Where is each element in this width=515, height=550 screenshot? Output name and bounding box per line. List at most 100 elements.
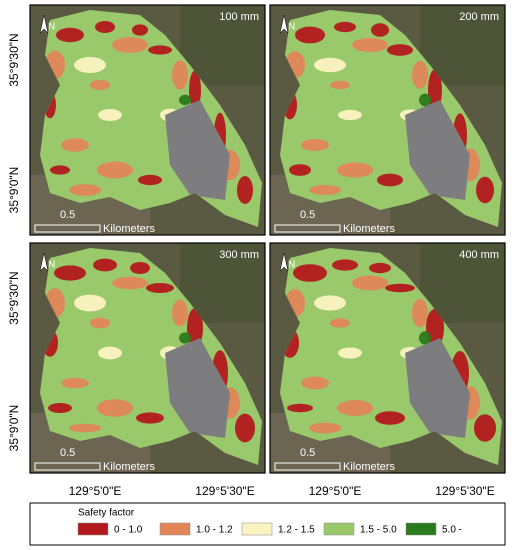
urban-area: [405, 100, 470, 200]
scenario-label: 400 mm: [459, 249, 499, 261]
hazard-patch: [50, 165, 70, 175]
legend-label: 1.2 - 1.5: [278, 525, 315, 536]
latitude-label: 35°9'30"N: [7, 33, 21, 86]
scale-units: Kilometers: [103, 461, 155, 473]
hazard-patch: [314, 295, 346, 311]
hazard-patch: [385, 283, 415, 293]
hazard-patch: [419, 331, 431, 345]
hazard-patch: [189, 70, 201, 110]
hazard-patch: [132, 24, 148, 36]
latitude-label: 35°9'30"N: [7, 271, 21, 324]
map-panel: 400 mm N 0.5 Kilometers: [269, 242, 506, 474]
hazard-patch: [54, 265, 86, 281]
hazard-patch: [377, 173, 403, 187]
hazard-patch: [375, 411, 405, 425]
hazard-patch: [98, 109, 122, 121]
hazard-patch: [474, 414, 496, 442]
longitude-label: 129°5'0"E: [69, 484, 122, 498]
hazard-patch: [237, 176, 253, 204]
hazard-patch: [295, 26, 325, 44]
legend-label: 5.0 -: [442, 525, 462, 536]
scale-value: 0.5: [60, 447, 75, 459]
hazard-patch: [74, 57, 106, 73]
hazard-patch: [146, 283, 174, 293]
hazard-patch: [289, 164, 311, 176]
north-arrow: [39, 14, 49, 34]
scale-units: Kilometers: [343, 461, 395, 473]
hazard-patch: [476, 176, 494, 204]
scale-value: 0.5: [60, 209, 75, 221]
hazard-patch: [337, 162, 373, 178]
hazard-patch: [309, 422, 341, 434]
hazard-patch: [330, 80, 350, 90]
hazard-patch: [369, 262, 391, 274]
scale-bar: [274, 224, 341, 233]
latitude-label: 35°9'0"N: [7, 167, 21, 214]
hazard-patch: [90, 317, 110, 329]
hazard-patch: [301, 139, 329, 151]
hazard-patch: [172, 299, 188, 327]
hazard-patch: [112, 37, 148, 53]
longitude-label: 129°5'30"E: [195, 484, 254, 498]
hazard-patch: [287, 403, 313, 413]
hazard-patch: [69, 184, 101, 196]
hazard-patch: [90, 80, 110, 90]
legend-label: 1.0 - 1.2: [196, 525, 233, 536]
hazard-patch: [74, 294, 106, 312]
hazard-patch: [428, 69, 442, 111]
legend-swatch: [241, 522, 273, 536]
scenario-label: 300 mm: [219, 249, 259, 261]
hazard-patch: [235, 413, 255, 443]
hazard-patch: [301, 376, 329, 390]
scenario-label: 200 mm: [459, 11, 499, 23]
scale-value: 0.5: [300, 209, 315, 221]
hazard-patch: [352, 38, 388, 52]
hazard-patch: [48, 403, 72, 413]
panel-frame: [269, 242, 506, 474]
legend-swatch: [323, 522, 355, 536]
hazard-zones: [42, 258, 255, 443]
scale-value: 0.5: [300, 447, 315, 459]
hazard-patch: [334, 21, 356, 33]
panel-frame: [29, 242, 266, 474]
north-label: N: [288, 260, 295, 271]
hazard-patch: [138, 174, 162, 186]
north-label: N: [288, 22, 295, 33]
hazard-patch: [95, 21, 115, 33]
hazard-patch: [309, 185, 341, 195]
hazard-patch: [419, 93, 431, 107]
legend-swatch: [77, 522, 109, 536]
hazard-patch: [98, 346, 122, 360]
legend-title: Safety factor: [78, 508, 135, 519]
hazard-patch: [61, 377, 89, 389]
hazard-patch: [330, 318, 350, 328]
hazard-patch: [56, 27, 84, 43]
hazard-patch: [387, 44, 413, 56]
hazard-patch: [338, 347, 362, 359]
legend-label: 0 - 1.0: [114, 525, 143, 536]
hazard-zones: [283, 21, 494, 204]
hazard-patch: [130, 262, 150, 274]
hazard-patch: [371, 23, 389, 37]
hazard-patch: [69, 423, 101, 433]
hazard-patch: [338, 109, 362, 121]
hazard-patch: [412, 61, 428, 89]
hazard-zones: [281, 259, 496, 442]
scale-bar: [34, 224, 101, 233]
hazard-patch: [97, 161, 133, 179]
hazard-patch: [97, 399, 133, 417]
scale-units: Kilometers: [103, 223, 155, 235]
north-arrow: [279, 252, 289, 272]
hazard-patch: [332, 259, 358, 271]
hazard-patch: [61, 138, 89, 152]
map-panel: 100 mm N 0.5 Kilometers: [29, 4, 266, 236]
hazard-patch: [136, 412, 164, 424]
legend-label: 1.5 - 5.0: [360, 525, 397, 536]
urban-area: [165, 338, 230, 438]
hazard-zones: [44, 21, 253, 204]
urban-area: [405, 338, 470, 438]
scale-units: Kilometers: [343, 223, 395, 235]
map-panel: 200 mm N 0.5 Kilometers: [269, 4, 506, 236]
hazard-patch: [93, 258, 117, 272]
